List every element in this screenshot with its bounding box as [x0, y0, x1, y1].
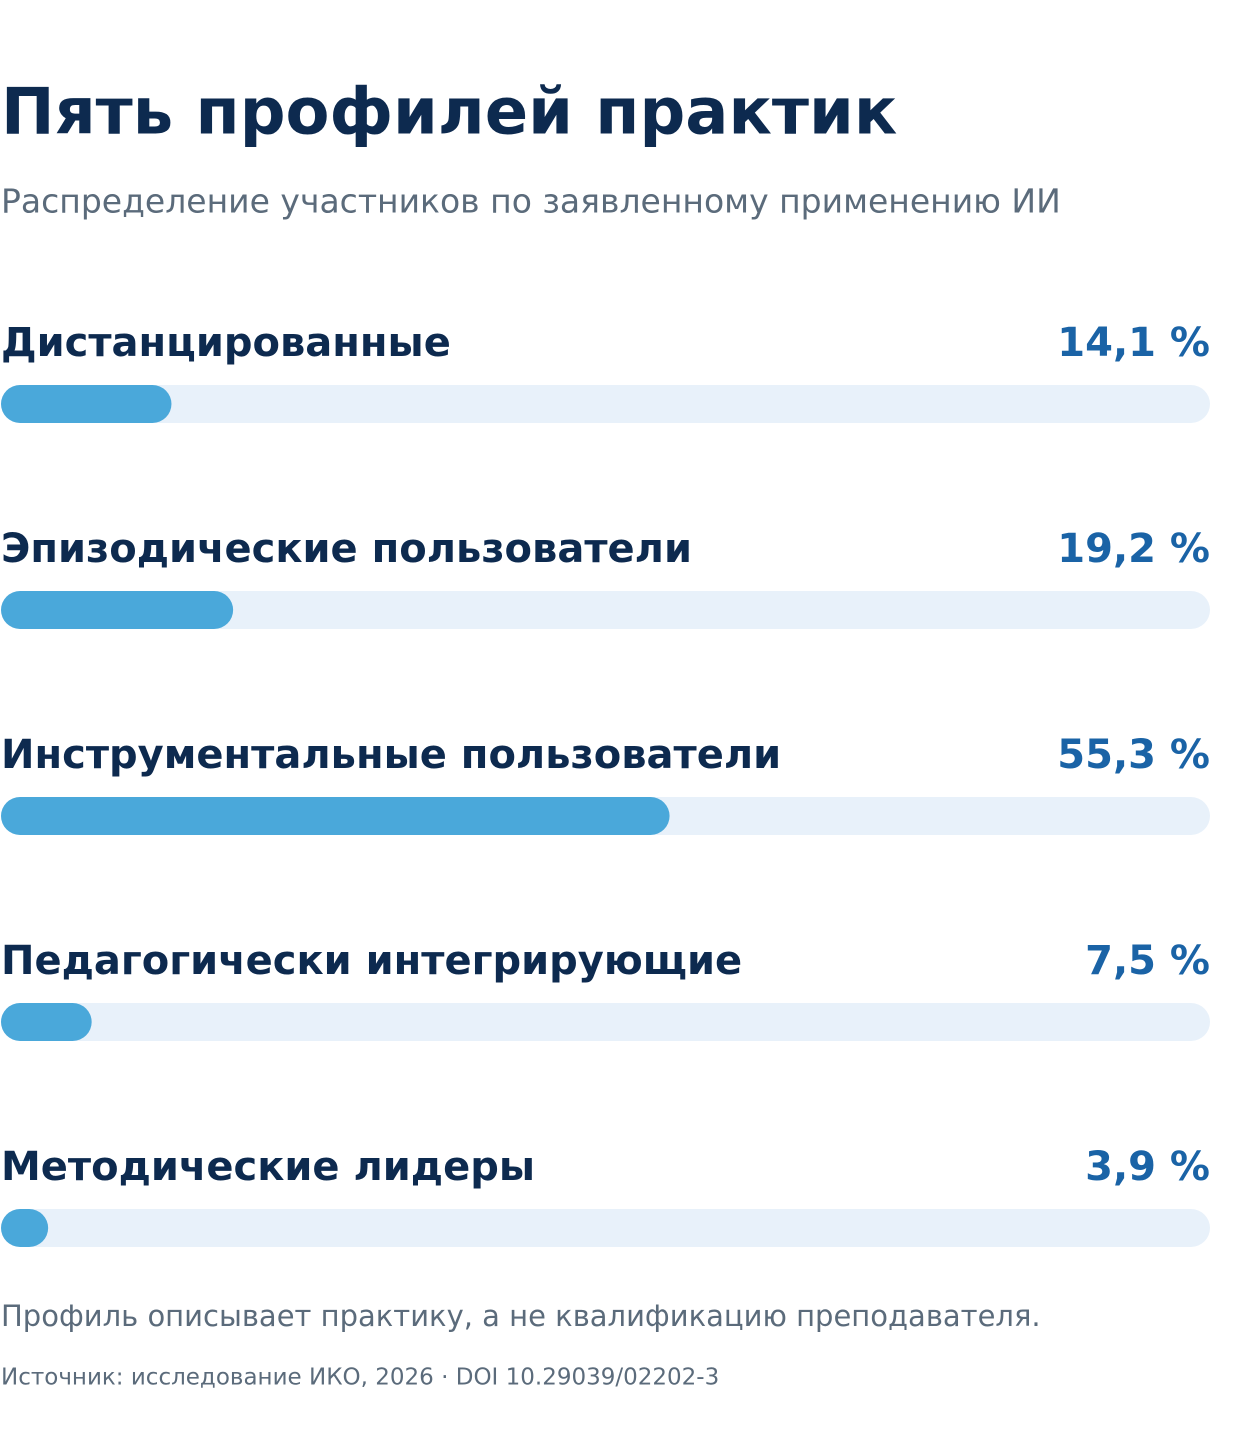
source: Источник: исследование ИКО, 2026 · DOI 1… — [1, 1365, 719, 1391]
bar-track — [1, 385, 1210, 423]
value-label: 3,9 % — [1085, 1144, 1210, 1190]
bar — [1, 797, 670, 835]
bar-track — [1, 1209, 1210, 1247]
bar — [1, 591, 234, 629]
category-label: Дистанцированные — [1, 320, 451, 366]
note: Профиль описывает практику, а не квалифи… — [1, 1299, 1041, 1333]
category-label: Эпизодические пользователи — [1, 526, 692, 572]
category-label: Методические лидеры — [1, 1144, 535, 1190]
category-label: Педагогически интегрирующие — [1, 938, 742, 984]
bar — [1, 1209, 49, 1247]
value-label: 19,2 % — [1057, 526, 1210, 572]
value-label: 14,1 % — [1057, 320, 1210, 366]
chart-subtitle: Распределение участников по заявленному … — [1, 182, 1061, 221]
chart-title: Пять профилей практик — [1, 76, 897, 150]
bar-track — [1, 591, 1210, 629]
bar — [1, 385, 172, 423]
value-label: 55,3 % — [1057, 732, 1210, 778]
category-label: Инструментальные пользователи — [1, 732, 781, 778]
bar — [1, 1003, 92, 1041]
value-label: 7,5 % — [1085, 938, 1210, 984]
bar-track — [1, 1003, 1210, 1041]
